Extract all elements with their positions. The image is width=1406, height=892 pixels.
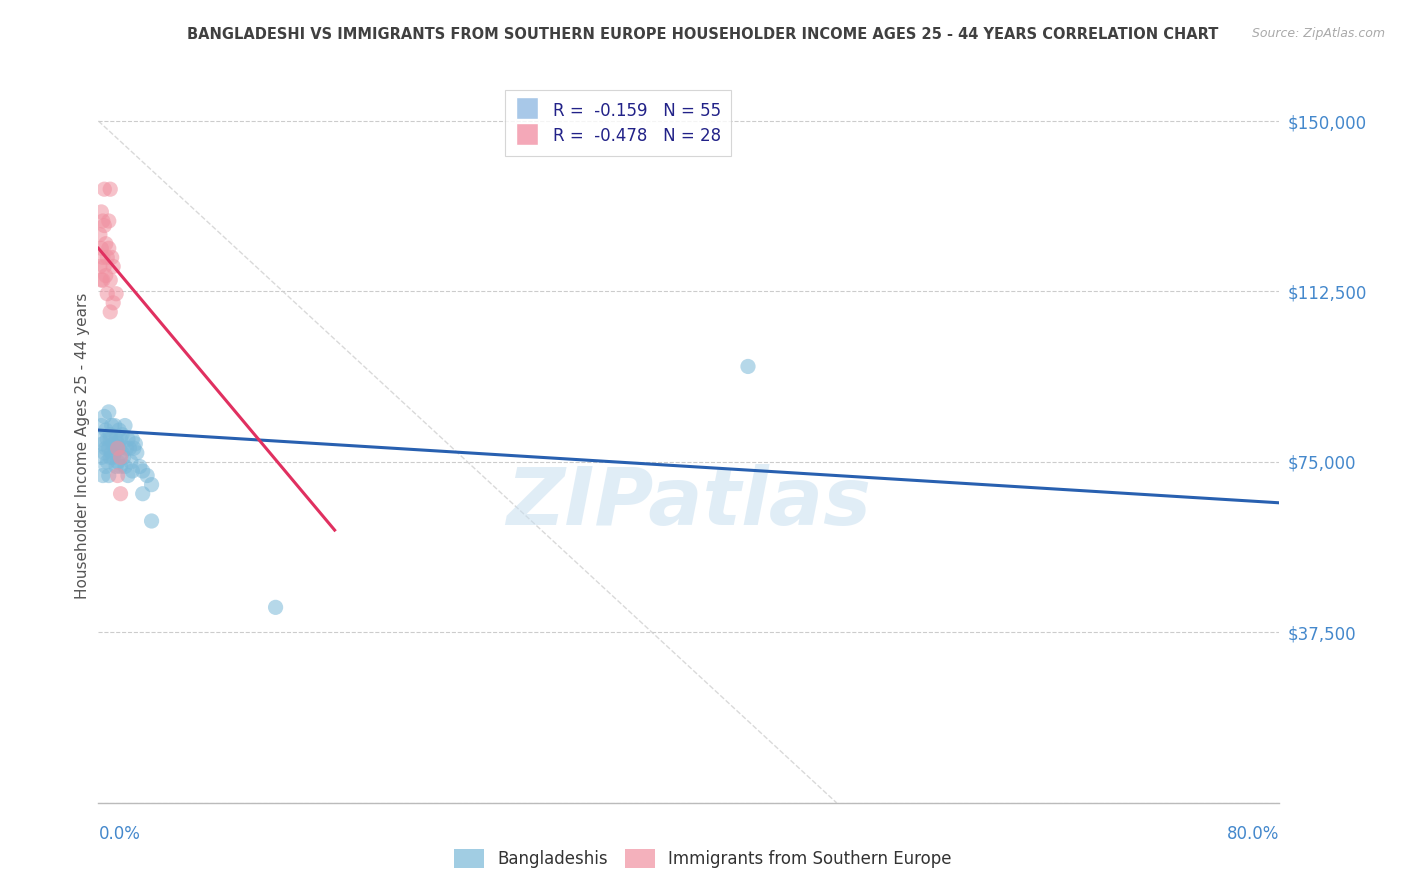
Legend: Bangladeshis, Immigrants from Southern Europe: Bangladeshis, Immigrants from Southern E… [447,842,959,875]
Point [104,418,127,433]
Point [100,251,122,265]
Point [100,418,122,433]
Point [108,423,131,437]
Point [98,305,121,319]
Point [90,241,112,255]
Point [103,436,125,450]
Point [90,205,112,219]
Point [264,600,287,615]
Text: 80.0%: 80.0% [1227,825,1279,843]
Point [105,286,128,301]
Point [94,459,117,474]
Point [103,450,125,465]
Point [128,459,150,474]
Point [117,468,139,483]
Point [103,295,125,310]
Point [103,260,125,274]
Point [122,442,145,456]
Point [93,182,115,196]
Point [91,251,114,265]
Point [94,423,117,437]
Point [97,214,120,228]
Point [91,436,114,450]
Point [98,450,121,465]
Point [111,427,134,442]
Point [98,427,121,442]
Point [141,514,163,528]
Point [141,477,163,491]
Point [104,446,127,460]
Point [115,442,138,456]
Point [110,432,132,446]
Point [90,418,112,433]
Point [125,446,148,460]
Point [97,468,120,483]
Point [93,219,115,233]
Point [98,432,121,446]
Point [96,455,118,469]
Point [96,286,118,301]
Text: BANGLADESHI VS IMMIGRANTS FROM SOUTHERN EUROPE HOUSEHOLDER INCOME AGES 25 - 44 Y: BANGLADESHI VS IMMIGRANTS FROM SOUTHERN … [187,27,1219,42]
Point [737,359,759,374]
Point [93,260,115,274]
Point [93,446,115,460]
Point [89,432,111,446]
Point [93,409,115,424]
Point [94,442,117,456]
Point [94,236,117,251]
Text: 0.0%: 0.0% [98,825,141,843]
Point [136,468,159,483]
Point [117,432,139,446]
Point [110,450,132,465]
Point [114,459,136,474]
Point [132,487,155,501]
Point [107,455,129,469]
Point [121,464,143,478]
Point [132,464,155,478]
Point [98,273,121,287]
Point [91,214,114,228]
Point [89,227,111,242]
Point [97,405,120,419]
Point [90,273,112,287]
Y-axis label: Householder Income Ages 25 - 44 years: Householder Income Ages 25 - 44 years [75,293,90,599]
Point [97,241,120,255]
Point [96,432,118,446]
Point [107,442,129,456]
Text: ZIPatlas: ZIPatlas [506,464,872,542]
Point [114,418,136,433]
Point [112,450,135,465]
Point [98,182,121,196]
Text: Source: ZipAtlas.com: Source: ZipAtlas.com [1251,27,1385,40]
Point [110,459,132,474]
Point [107,468,129,483]
Point [89,260,111,274]
Point [107,436,129,450]
Point [118,442,141,456]
Point [91,468,114,483]
Legend: R =  -0.159   N = 55, R =  -0.478   N = 28: R = -0.159 N = 55, R = -0.478 N = 28 [505,90,731,155]
Point [94,268,117,283]
Point [121,432,143,446]
Point [111,446,134,460]
Point [108,442,131,456]
Point [110,487,132,501]
Point [120,455,142,469]
Point [124,436,146,450]
Point [91,273,114,287]
Point [105,432,128,446]
Point [105,459,128,474]
Point [97,442,120,456]
Point [96,251,118,265]
Point [100,446,122,460]
Point [90,450,112,465]
